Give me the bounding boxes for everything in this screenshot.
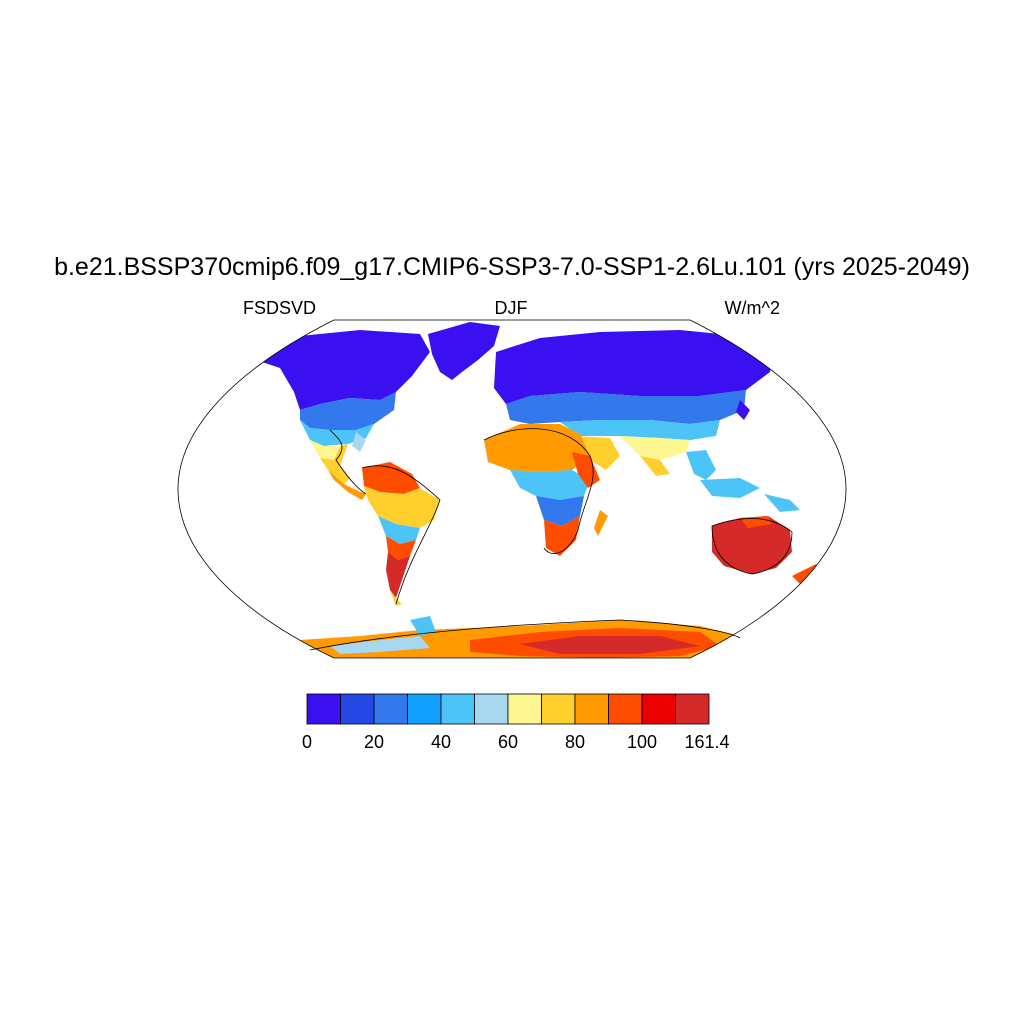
variable-label: FSDSVD bbox=[243, 298, 316, 318]
south-america-field bbox=[362, 462, 440, 606]
colorbar-box bbox=[407, 693, 442, 725]
land-fields bbox=[258, 322, 822, 658]
globe-outline bbox=[177, 319, 847, 659]
colorbar-box bbox=[440, 693, 475, 725]
greenland-field bbox=[428, 322, 500, 380]
colorbar-box bbox=[507, 693, 542, 725]
colorbar-box bbox=[340, 693, 375, 725]
colorbar-tick-label: 0 bbox=[302, 732, 312, 752]
units-label: W/m^2 bbox=[725, 298, 780, 318]
season-label: DJF bbox=[495, 298, 528, 318]
coastlines bbox=[309, 428, 793, 651]
maritime-continent-field bbox=[700, 478, 800, 512]
colorbar-tick-label: 20 bbox=[364, 732, 384, 752]
colorbar-box bbox=[474, 693, 509, 725]
colorbar-tick-label: 80 bbox=[565, 732, 585, 752]
colorbar-box bbox=[306, 693, 341, 725]
colorbar: 0 20 40 60 80 100 161.4 bbox=[302, 693, 730, 752]
colorbar-box bbox=[608, 693, 643, 725]
colorbar-box bbox=[641, 693, 676, 725]
colorbar-box bbox=[675, 693, 710, 725]
colorbar-boxes bbox=[306, 693, 710, 725]
colorbar-tick-label: 40 bbox=[431, 732, 451, 752]
colorbar-box bbox=[574, 693, 609, 725]
colorbar-box bbox=[541, 693, 576, 725]
australia-field bbox=[712, 516, 822, 584]
antarctica-field bbox=[280, 616, 760, 658]
colorbar-tick-label: 161.4 bbox=[684, 732, 729, 752]
colorbar-tick-labels: 0 20 40 60 80 100 161.4 bbox=[302, 732, 730, 752]
colorbar-tick-label: 100 bbox=[627, 732, 657, 752]
colorbar-tick-label: 60 bbox=[498, 732, 518, 752]
africa-field bbox=[484, 424, 608, 556]
world-map bbox=[177, 319, 847, 659]
colorbar-box bbox=[373, 693, 408, 725]
north-america-field bbox=[258, 330, 430, 500]
eurasia-field bbox=[494, 330, 774, 480]
figure-title: b.e21.BSSP370cmip6.f09_g17.CMIP6-SSP3-7.… bbox=[54, 253, 970, 281]
